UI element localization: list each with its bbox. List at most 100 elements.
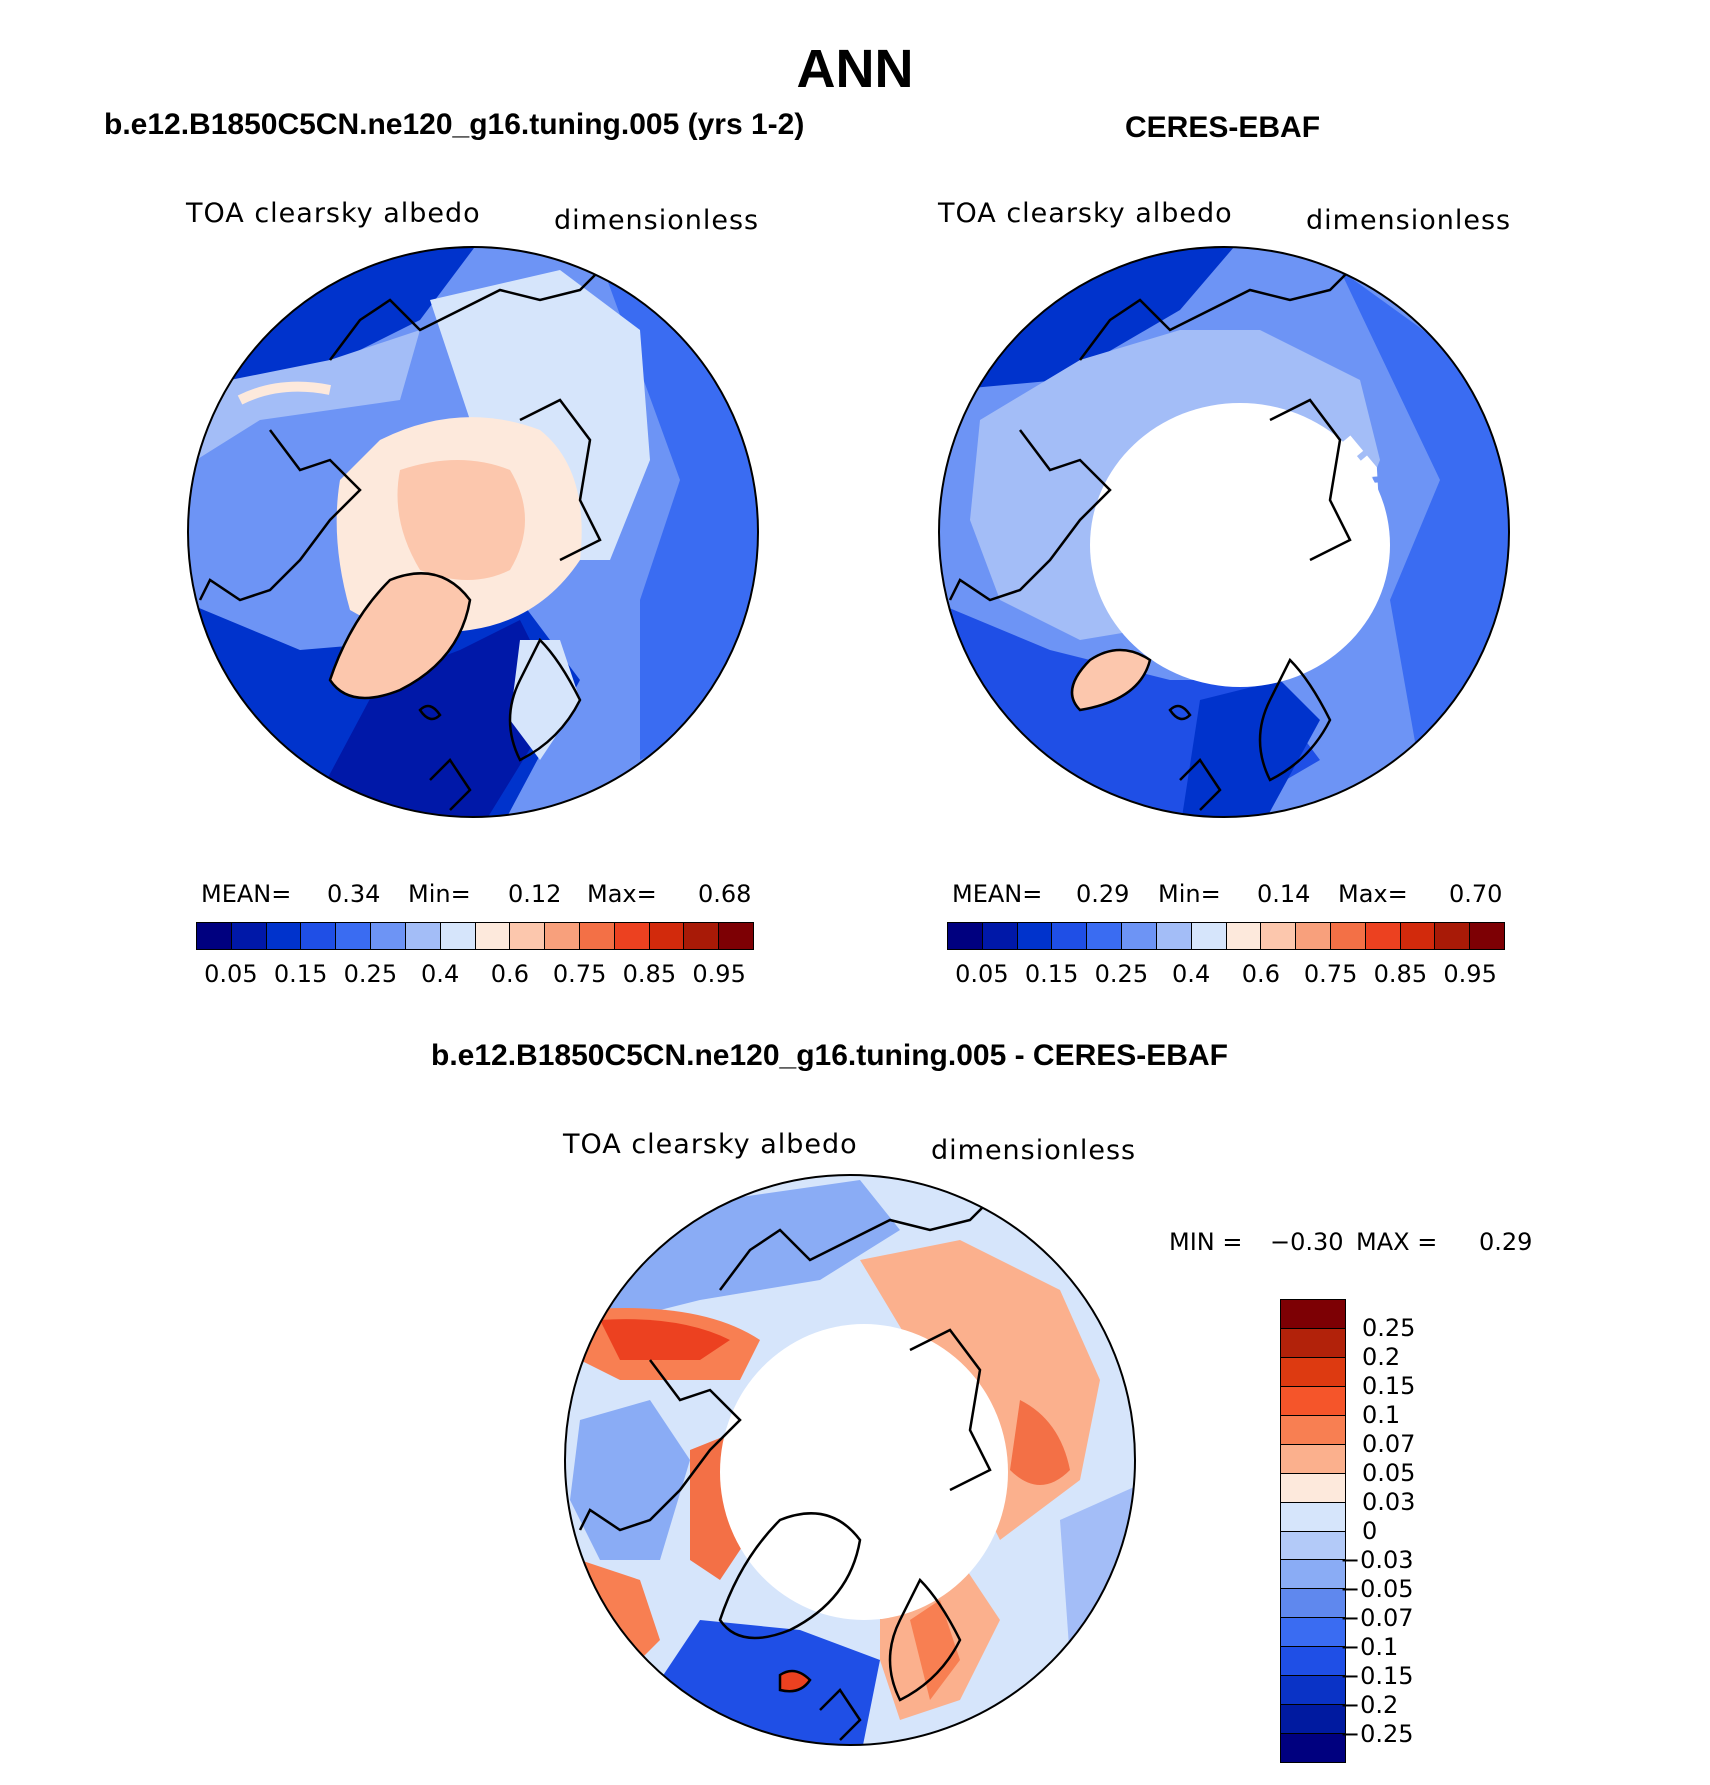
- colorbar-tick-label: 0.05: [204, 960, 258, 988]
- colorbar-swatch: [197, 923, 232, 949]
- model-mean-value: 0.34: [327, 880, 381, 908]
- diff-min-value: −0.30: [1270, 1228, 1344, 1256]
- colorbar-swatch: [1400, 923, 1436, 949]
- colorbar-swatch: [948, 923, 983, 949]
- diff-min-label: MIN =: [1169, 1228, 1243, 1256]
- colorbar-swatch: [1281, 1647, 1345, 1677]
- colorbar-swatch: [1281, 1386, 1345, 1416]
- obs-max-value: 0.70: [1449, 880, 1503, 908]
- colorbar-tick-label: 0.2: [1362, 1343, 1401, 1371]
- colorbar-tick-label: −0.1: [1340, 1633, 1399, 1661]
- colorbar-tick-label: 0.25: [1094, 960, 1149, 988]
- obs-panel-title: CERES-EBAF: [1125, 111, 1321, 144]
- colorbar-swatch: [1281, 1618, 1345, 1648]
- colorbar-swatch: [301, 923, 337, 949]
- colorbar-tick-label: −0.2: [1340, 1691, 1399, 1719]
- model-max-label: Max=: [587, 880, 657, 908]
- obs-max-label: Max=: [1338, 880, 1408, 908]
- colorbar-tick-label: −0.15: [1340, 1662, 1414, 1690]
- diff-units-label: dimensionless: [931, 1135, 1137, 1166]
- colorbar-tick-label: 0.07: [1362, 1430, 1416, 1458]
- colorbar-tick-label: 0.1: [1362, 1401, 1401, 1429]
- colorbar-swatch: [440, 923, 476, 949]
- colorbar-swatch: [405, 923, 441, 949]
- colorbar-tick-label: −0.05: [1340, 1575, 1414, 1603]
- model-min-label: Min=: [408, 880, 471, 908]
- model-min-value: 0.12: [508, 880, 562, 908]
- colorbar-tick-label: 0.25: [1362, 1314, 1416, 1342]
- colorbar-swatch: [475, 923, 511, 949]
- colorbar-swatch: [1330, 923, 1366, 949]
- colorbar-tick-label: 0.6: [1241, 960, 1280, 988]
- colorbar-swatch: [1087, 923, 1123, 949]
- colorbar-swatch: [1281, 1705, 1345, 1735]
- colorbar-tick-label: 0.03: [1362, 1488, 1416, 1516]
- model-colorbar-ticks: 0.05 0.15 0.25 0.4 0.6 0.75 0.85 0.95: [196, 960, 754, 990]
- colorbar-swatch: [1281, 1531, 1345, 1561]
- model-colorbar: [196, 922, 754, 950]
- colorbar-tick-label: −0.03: [1340, 1546, 1414, 1574]
- obs-min-value: 0.14: [1257, 880, 1311, 908]
- colorbar-tick-label: 0.85: [1373, 960, 1428, 988]
- colorbar-swatch: [1281, 1415, 1345, 1445]
- colorbar-swatch: [371, 923, 406, 949]
- colorbar-swatch: [1191, 923, 1227, 949]
- colorbar-swatch: [1122, 923, 1157, 949]
- colorbar-tick-label: 0.4: [1172, 960, 1211, 988]
- colorbar-swatch: [1017, 923, 1053, 949]
- colorbar-tick-label: 0: [1362, 1517, 1378, 1545]
- colorbar-tick-label: −0.07: [1340, 1604, 1414, 1632]
- colorbar-swatch: [579, 923, 615, 949]
- colorbar-swatch: [545, 923, 580, 949]
- colorbar-swatch: [1281, 1502, 1345, 1532]
- colorbar-swatch: [231, 923, 267, 949]
- obs-colorbar-ticks: 0.05 0.15 0.25 0.4 0.6 0.75 0.85 0.95: [947, 960, 1505, 990]
- colorbar-swatch: [1226, 923, 1262, 949]
- colorbar-swatch: [1435, 923, 1471, 949]
- colorbar-swatch: [614, 923, 650, 949]
- diff-max-label: MAX =: [1356, 1228, 1438, 1256]
- obs-min-label: Min=: [1158, 880, 1221, 908]
- colorbar-swatch: [1052, 923, 1088, 949]
- obs-variable-label: TOA clearsky albedo: [938, 198, 1233, 229]
- colorbar-tick-label: 0.25: [343, 960, 398, 988]
- colorbar-swatch: [1470, 923, 1504, 949]
- colorbar-swatch: [510, 923, 546, 949]
- model-variable-label: TOA clearsky albedo: [186, 198, 481, 229]
- obs-mean-label: MEAN=: [952, 880, 1043, 908]
- colorbar-swatch: [336, 923, 372, 949]
- colorbar-tick-label: 0.75: [1303, 960, 1358, 988]
- colorbar-swatch: [1296, 923, 1331, 949]
- colorbar-tick-label: 0.05: [1362, 1459, 1416, 1487]
- colorbar-swatch: [1156, 923, 1192, 949]
- colorbar-swatch: [1281, 1300, 1345, 1329]
- colorbar-swatch: [684, 923, 720, 949]
- diff-colorbar-ticks: 0.25 0.2 0.15 0.1 0.07 0.05 0.03 0 −0.03 −0.05 −0.…: [1340, 1299, 1472, 1763]
- colorbar-tick-label: 0.15: [1024, 960, 1079, 988]
- model-panel-title: b.e12.B1850C5CN.ne120_g16.tuning.005 (yr…: [104, 108, 805, 141]
- colorbar-tick-label: 0.75: [552, 960, 607, 988]
- colorbar-swatch: [719, 923, 753, 949]
- obs-colorbar: [947, 922, 1505, 950]
- colorbar-swatch: [266, 923, 302, 949]
- colorbar-swatch: [1365, 923, 1401, 949]
- colorbar-swatch: [649, 923, 685, 949]
- colorbar-swatch: [1281, 1357, 1345, 1387]
- colorbar-swatch: [1281, 1560, 1345, 1590]
- colorbar-swatch: [1281, 1734, 1345, 1762]
- colorbar-swatch: [1281, 1444, 1345, 1474]
- model-mean-label: MEAN=: [201, 880, 292, 908]
- colorbar-tick-label: 0.85: [622, 960, 677, 988]
- colorbar-swatch: [1281, 1589, 1345, 1619]
- diff-colorbar: [1280, 1299, 1346, 1763]
- diff-variable-label: TOA clearsky albedo: [563, 1129, 858, 1160]
- colorbar-tick-label: 0.15: [273, 960, 328, 988]
- colorbar-swatch: [982, 923, 1018, 949]
- colorbar-tick-label: 0.95: [692, 960, 746, 988]
- colorbar-tick-label: −0.25: [1340, 1720, 1414, 1748]
- colorbar-swatch: [1281, 1676, 1345, 1706]
- colorbar-tick-label: 0.05: [955, 960, 1009, 988]
- colorbar-swatch: [1281, 1473, 1345, 1503]
- model-max-value: 0.68: [698, 880, 752, 908]
- obs-mean-value: 0.29: [1076, 880, 1130, 908]
